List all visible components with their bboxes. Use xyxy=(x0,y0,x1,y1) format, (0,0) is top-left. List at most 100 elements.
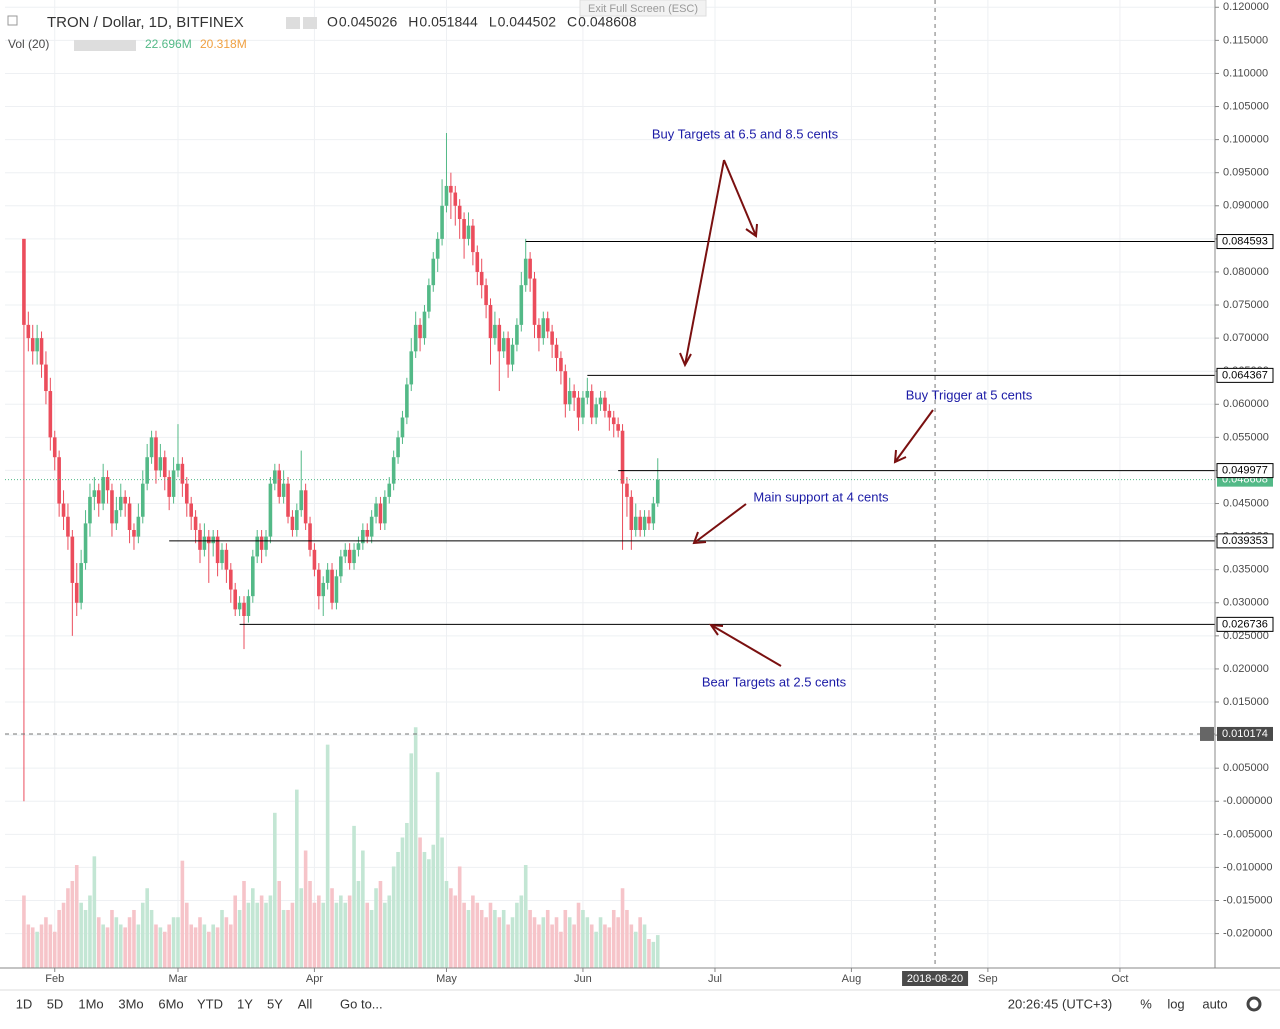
candle-body xyxy=(431,258,436,286)
candle-body xyxy=(400,417,405,438)
candle-body xyxy=(585,391,590,398)
volume-bar xyxy=(484,917,488,968)
volume-bar xyxy=(585,917,590,968)
volume-bar xyxy=(418,837,422,968)
volume-bar xyxy=(528,909,532,968)
vol-icons[interactable] xyxy=(74,40,136,51)
candle-body xyxy=(453,192,458,206)
gear-icon[interactable] xyxy=(1246,996,1262,1012)
candle-body xyxy=(484,285,488,306)
candle-body xyxy=(26,324,31,339)
y-tick-label: 0.005000 xyxy=(1223,762,1269,774)
volume-bar xyxy=(92,856,97,968)
volume-bar xyxy=(325,744,330,968)
volume-bar xyxy=(206,931,211,968)
log-button[interactable]: log xyxy=(1167,996,1184,1011)
candle-body xyxy=(273,470,277,484)
candle-body xyxy=(224,549,229,570)
range-button[interactable]: All xyxy=(298,996,313,1011)
candle-body xyxy=(435,238,440,259)
range-button[interactable]: 5D xyxy=(47,996,64,1011)
crosshair-plus[interactable] xyxy=(1200,726,1214,741)
volume-bar xyxy=(457,866,462,968)
candle-body xyxy=(519,285,524,325)
arrows xyxy=(679,159,934,667)
collapse-icon[interactable] xyxy=(7,15,18,26)
candle-body xyxy=(510,344,515,365)
volume-bar xyxy=(193,927,198,968)
volume-bar xyxy=(471,895,475,968)
volume-bar xyxy=(383,902,387,968)
candle-body xyxy=(638,516,642,530)
icon[interactable] xyxy=(303,17,317,29)
candle-body xyxy=(114,510,119,524)
volume-bar xyxy=(510,917,515,968)
goto-button[interactable]: Go to... xyxy=(340,996,383,1011)
volume-bar xyxy=(281,909,286,968)
candle-body xyxy=(651,503,656,524)
range-button[interactable]: 1D xyxy=(16,996,33,1011)
candle-body xyxy=(206,536,211,544)
range-button[interactable]: 6Mo xyxy=(158,996,183,1011)
candle-body xyxy=(528,258,532,279)
volume-bar xyxy=(114,917,119,968)
candle-body xyxy=(334,576,339,603)
volume-bar xyxy=(352,825,356,968)
volume-bar xyxy=(251,888,255,968)
candle-body xyxy=(189,503,193,517)
volume-bar xyxy=(264,902,268,968)
candle-body xyxy=(427,285,431,312)
volume-bar xyxy=(541,917,546,968)
candle-body xyxy=(479,271,484,286)
candle-body xyxy=(422,311,427,339)
candle-body xyxy=(264,536,268,550)
range-button[interactable]: YTD xyxy=(197,996,223,1011)
volume-bar xyxy=(435,772,440,968)
crosshair-tag xyxy=(1217,726,1273,741)
levels xyxy=(5,0,1215,968)
x-tick-label: Sep xyxy=(978,973,998,985)
volume-bar xyxy=(488,902,493,968)
quote-value: 0.051844 xyxy=(419,14,478,30)
volume-bar xyxy=(603,924,607,968)
volume-bar xyxy=(149,909,154,968)
candle-body xyxy=(537,324,541,339)
ohlc-header: O 0.045026 H 0.051844 L 0.044502 C 0.048608 xyxy=(327,14,637,30)
quote-key: O xyxy=(327,14,338,30)
auto-button[interactable]: auto xyxy=(1202,996,1227,1011)
volume-bar xyxy=(167,924,171,968)
exit-fullscreen[interactable] xyxy=(579,0,707,17)
volume-bar xyxy=(598,917,603,968)
candle-body xyxy=(39,338,44,365)
candle-body xyxy=(616,424,620,431)
candle-body xyxy=(268,483,273,537)
y-tick-label: 0.045000 xyxy=(1223,497,1269,509)
range-button[interactable]: 3Mo xyxy=(118,996,143,1011)
volume-bar xyxy=(440,837,444,968)
range-button[interactable]: 1Y xyxy=(237,996,253,1011)
level-tag xyxy=(1216,367,1274,383)
icon[interactable] xyxy=(286,17,300,29)
volume-bar xyxy=(475,902,480,968)
candle-body xyxy=(215,536,220,564)
volume-bar xyxy=(242,880,246,968)
volume-bar xyxy=(145,888,149,968)
vol-last: 22.696M xyxy=(145,37,192,51)
range-button[interactable]: 1Mo xyxy=(78,996,103,1011)
candle-body xyxy=(286,483,290,517)
range-button[interactable]: 5Y xyxy=(267,996,283,1011)
candle-body xyxy=(321,582,326,597)
candle-body xyxy=(180,463,185,484)
candle-body xyxy=(493,324,497,339)
percent-button[interactable]: % xyxy=(1140,996,1152,1011)
candle-body xyxy=(559,357,563,372)
candle-body xyxy=(52,437,57,458)
candle-body xyxy=(576,397,581,418)
axes: 0.120000 0.115000 0.110000 0.105000 0.100000… xyxy=(45,1,1274,986)
gear[interactable] xyxy=(1246,996,1262,1012)
candle-body xyxy=(488,305,493,339)
candle-body xyxy=(167,477,171,497)
candle-body xyxy=(57,457,61,504)
volume-bar xyxy=(413,727,418,968)
